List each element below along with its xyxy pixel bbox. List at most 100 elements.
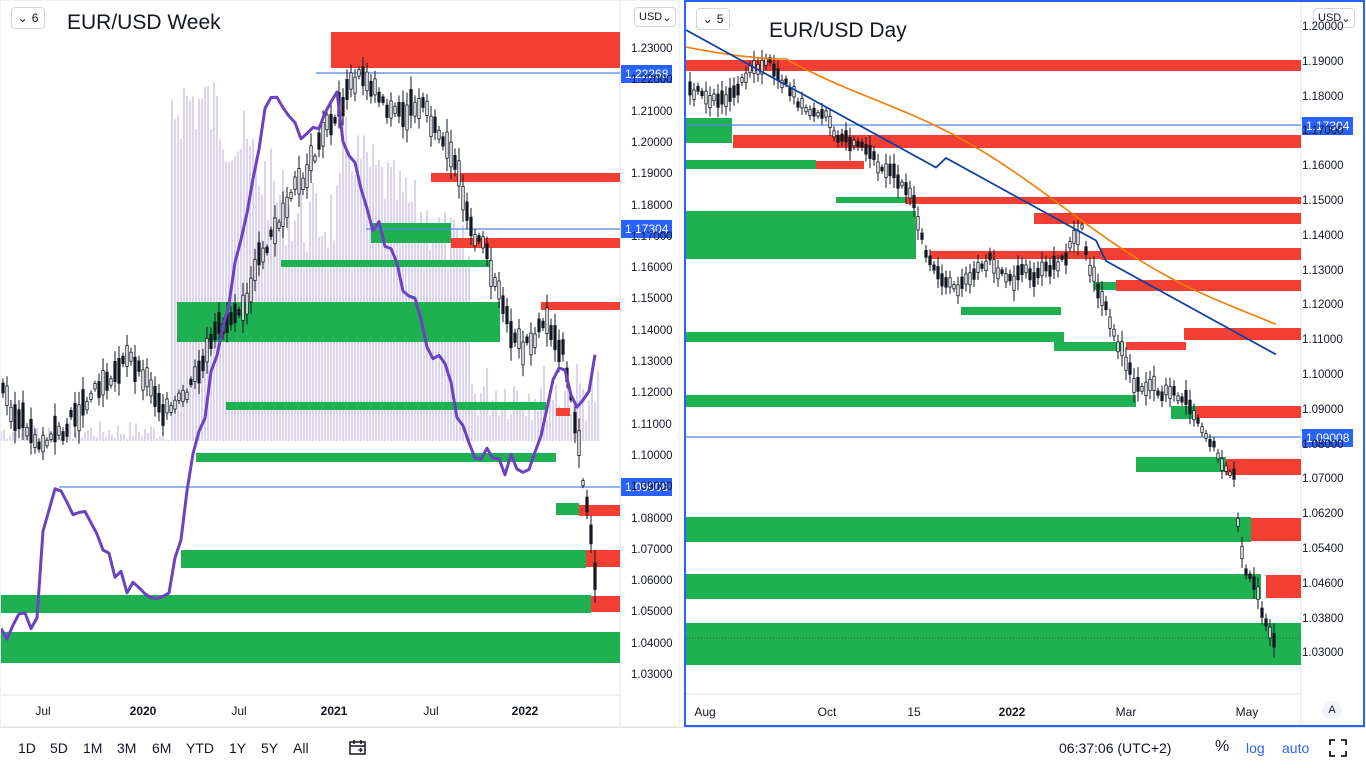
candle-body: [385, 104, 389, 118]
candle-body: [1232, 468, 1236, 480]
price-zone: [1171, 406, 1196, 419]
candle-body: [1076, 230, 1080, 246]
fullscreen-icon[interactable]: [1328, 738, 1348, 758]
interval-value: 5: [716, 12, 724, 26]
candle-body: [820, 109, 824, 119]
price-tick: 1.17000: [631, 230, 673, 243]
clock[interactable]: 06:37:06 (UTC+2): [1059, 740, 1172, 756]
candle-body: [305, 164, 309, 188]
weekly-chart-pane[interactable]: ⌄ 6 EUR/USD Week USD ⌄ 1.22268 1.17304 1.…: [0, 0, 680, 727]
candle-body: [1100, 291, 1104, 306]
currency-dropdown[interactable]: USD ⌄: [634, 7, 677, 27]
price-zone: [686, 395, 1136, 407]
candle-body: [900, 181, 904, 187]
daily-chart-canvas[interactable]: [686, 2, 1363, 725]
percent-toggle[interactable]: %: [1215, 738, 1230, 755]
price-zone: [1094, 282, 1116, 290]
timeframe-1m[interactable]: 1M: [83, 740, 103, 756]
candle-body: [1, 382, 5, 394]
candle-body: [1020, 264, 1024, 276]
price-tick: 1.19000: [631, 168, 673, 181]
timeframe-3m[interactable]: 3M: [117, 740, 137, 756]
candle-body: [716, 93, 720, 108]
timeframe-all[interactable]: All: [293, 740, 309, 756]
price-tick: 1.15000: [631, 293, 673, 306]
candle-body: [425, 100, 429, 116]
candle-body: [209, 333, 213, 349]
interval-dropdown[interactable]: ⌄ 5: [696, 8, 730, 30]
candle-body: [285, 196, 289, 218]
timeframe-1d[interactable]: 1D: [18, 740, 36, 756]
log-toggle[interactable]: log: [1246, 740, 1265, 756]
candle-body: [261, 247, 265, 263]
candle-body: [860, 141, 864, 148]
candle-body: [185, 391, 189, 401]
candle-body: [181, 389, 185, 402]
candle-body: [545, 307, 549, 335]
price-tick: 1.10000: [631, 449, 673, 462]
candle-body: [732, 85, 736, 98]
candle-body: [85, 400, 89, 411]
weekly-chart-canvas[interactable]: [1, 1, 680, 727]
chevron-down-icon: ⌄: [17, 11, 28, 25]
timeframe-1y[interactable]: 1Y: [229, 740, 247, 756]
candle-body: [736, 83, 740, 96]
bottom-toolbar: 1D 5D 1M 3M 6M YTD 1Y 5Y All 06:37:06 (U…: [0, 727, 1366, 768]
candle-body: [37, 441, 41, 450]
candle-body: [1096, 283, 1100, 299]
candle-body: [1180, 396, 1184, 403]
candle-body: [704, 90, 708, 105]
candle-body: [1044, 261, 1048, 272]
candle-body: [461, 185, 465, 211]
price-tick: 1.13000: [1302, 264, 1344, 277]
timeframe-5y[interactable]: 5Y: [261, 740, 279, 756]
timeframe-5d[interactable]: 5D: [50, 740, 68, 756]
auto-toggle[interactable]: auto: [1282, 740, 1310, 756]
timeframe-6m[interactable]: 6M: [152, 740, 172, 756]
candle-body: [1164, 384, 1168, 396]
price-zone: [1184, 328, 1301, 340]
currency-dropdown[interactable]: USD ⌄: [1313, 8, 1356, 28]
price-tick: 1.12000: [1302, 299, 1344, 312]
candle-body: [433, 116, 437, 133]
timeframe-ytd[interactable]: YTD: [186, 740, 214, 756]
price-zone: [556, 503, 579, 515]
candle-body: [401, 102, 405, 127]
auto-scale-button[interactable]: A: [1322, 701, 1342, 719]
candle-body: [960, 276, 964, 289]
candle-body: [1188, 399, 1192, 415]
candle-body: [1024, 264, 1028, 274]
candle-body: [9, 406, 13, 423]
candle-body: [41, 434, 45, 453]
candle-body: [740, 77, 744, 83]
candle-body: [457, 160, 461, 187]
candle-body: [345, 78, 349, 100]
candle-body: [968, 272, 972, 286]
candle-body: [161, 404, 165, 426]
candle-body: [237, 309, 241, 316]
candle-body: [1160, 391, 1164, 402]
candle-body: [1168, 386, 1172, 399]
candle-body: [257, 242, 261, 266]
candle-body: [1220, 458, 1224, 471]
candle-body: [884, 163, 888, 178]
price-zone: [1266, 575, 1301, 598]
candle-body: [856, 141, 860, 148]
candle-body: [541, 320, 545, 329]
daily-chart-pane[interactable]: ⌄ 5 EUR/USD Day USD ⌄ 1.17304 1.09008 1.2…: [684, 0, 1365, 727]
price-tick: 1.03800: [1302, 612, 1344, 625]
candle-body: [293, 176, 297, 190]
interval-dropdown[interactable]: ⌄ 6: [11, 7, 45, 29]
candle-body: [69, 410, 73, 418]
candle-body: [281, 202, 285, 227]
candle-body: [1008, 273, 1012, 282]
candle-body: [1252, 576, 1256, 590]
price-zone: [579, 505, 620, 516]
price-tick: 1.03000: [631, 669, 673, 681]
date-range-icon[interactable]: [347, 738, 369, 758]
candle-body: [397, 102, 401, 117]
candle-body: [1128, 362, 1132, 375]
candle-body: [317, 132, 321, 150]
candle-body: [1248, 573, 1252, 579]
